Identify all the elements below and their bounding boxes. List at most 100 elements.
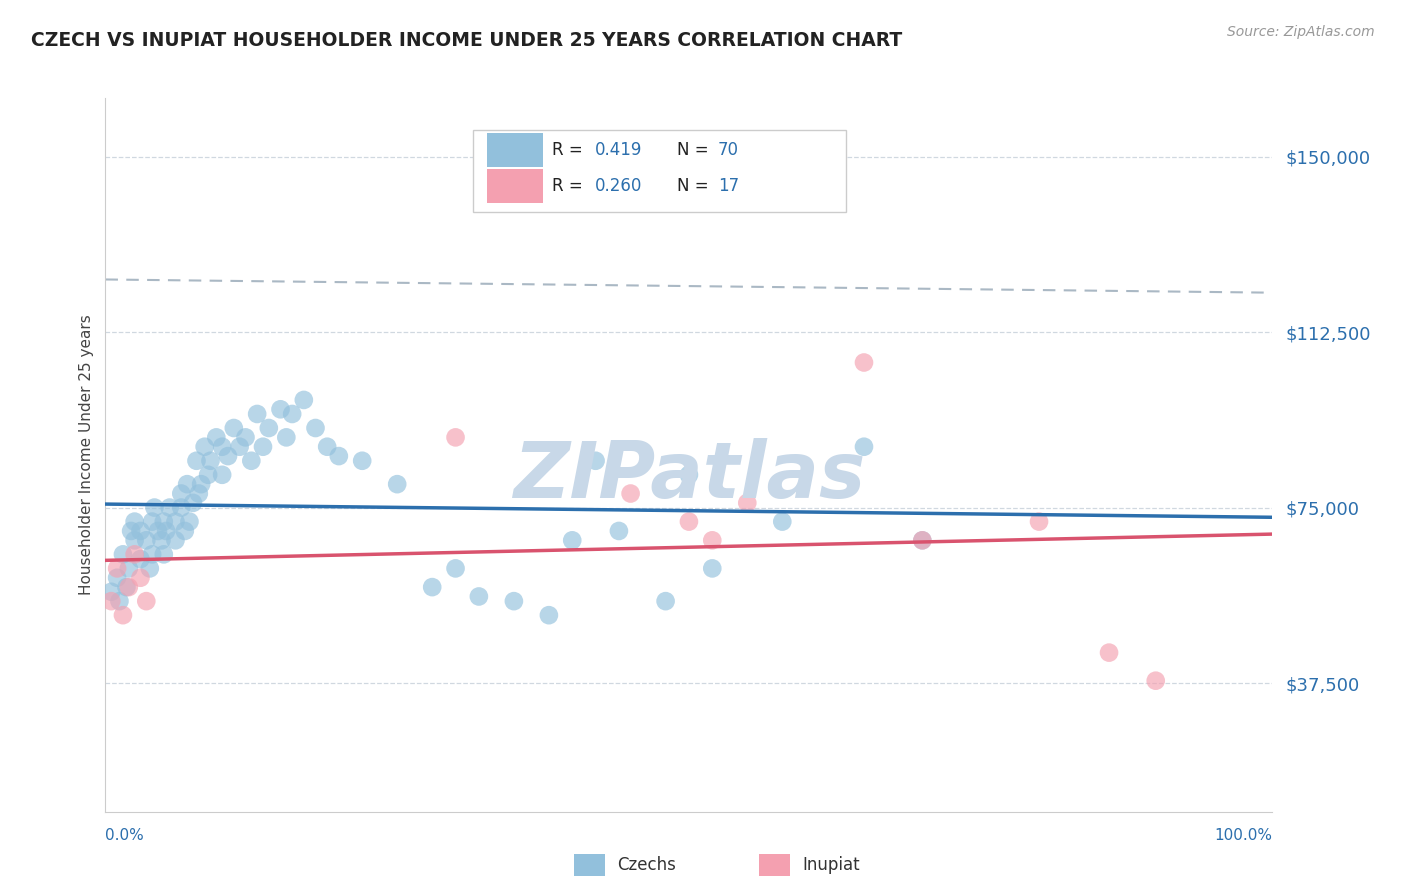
Point [153, 547, 174, 561]
Point [155, 524, 177, 538]
Point [561, 533, 583, 548]
Point [619, 486, 641, 500]
Point [115, 580, 138, 594]
Point [911, 533, 934, 548]
Point [135, 594, 157, 608]
Point [328, 449, 350, 463]
Point [194, 440, 217, 454]
Y-axis label: Householder Income Under 25 years: Householder Income Under 25 years [79, 315, 94, 595]
Point [217, 449, 239, 463]
Point [852, 355, 875, 369]
Text: N =: N = [678, 141, 714, 159]
Point [197, 467, 219, 482]
Point [770, 515, 793, 529]
Point [269, 402, 292, 417]
Point [129, 552, 152, 566]
Point [118, 580, 141, 594]
Point [190, 477, 212, 491]
Point [281, 407, 304, 421]
Point [607, 524, 630, 538]
Point [124, 533, 146, 548]
Point [111, 547, 134, 561]
Point [420, 580, 443, 594]
Text: CZECH VS INUPIAT HOUSEHOLDER INCOME UNDER 25 YEARS CORRELATION CHART: CZECH VS INUPIAT HOUSEHOLDER INCOME UNDE… [31, 31, 903, 50]
Point [100, 584, 122, 599]
Text: Czechs: Czechs [617, 856, 676, 874]
Point [159, 500, 181, 515]
Point [702, 561, 724, 575]
Point [585, 454, 607, 468]
Point [165, 515, 187, 529]
Point [129, 571, 152, 585]
Text: R =: R = [553, 177, 588, 194]
Point [179, 515, 201, 529]
Point [292, 392, 315, 407]
Point [170, 486, 193, 500]
Point [222, 421, 245, 435]
Point [678, 467, 700, 482]
Point [173, 524, 195, 538]
Point [468, 590, 491, 604]
Point [737, 496, 759, 510]
Text: 100.0%: 100.0% [1215, 828, 1272, 843]
Point [187, 486, 209, 500]
Text: N =: N = [678, 177, 714, 194]
Point [502, 594, 524, 608]
Point [385, 477, 408, 491]
Point [1144, 673, 1167, 688]
Point [246, 407, 269, 421]
FancyBboxPatch shape [472, 130, 846, 212]
Bar [486, 133, 543, 168]
Point [105, 571, 128, 585]
Text: 0.260: 0.260 [595, 177, 641, 194]
Point [702, 533, 724, 548]
Point [211, 467, 233, 482]
Point [304, 421, 326, 435]
Point [105, 561, 128, 575]
Point [200, 454, 222, 468]
Point [444, 561, 467, 575]
Text: 0.0%: 0.0% [105, 828, 145, 843]
Point [240, 454, 263, 468]
Point [165, 533, 187, 548]
Point [181, 496, 204, 510]
Point [129, 524, 152, 538]
Point [176, 477, 198, 491]
Point [141, 547, 163, 561]
Point [100, 594, 122, 608]
Point [316, 440, 339, 454]
Text: 0.419: 0.419 [595, 141, 641, 159]
Point [146, 524, 169, 538]
Point [352, 454, 374, 468]
Point [276, 430, 298, 444]
Point [153, 515, 174, 529]
Text: Inupiat: Inupiat [801, 856, 859, 874]
Text: ZIPatlas: ZIPatlas [513, 438, 865, 515]
Point [537, 608, 560, 623]
Text: Source: ZipAtlas.com: Source: ZipAtlas.com [1227, 25, 1375, 39]
Point [211, 440, 233, 454]
Point [124, 547, 146, 561]
Point [118, 561, 141, 575]
Point [108, 594, 131, 608]
Point [139, 561, 162, 575]
Bar [574, 855, 605, 876]
Point [143, 500, 166, 515]
Bar [486, 169, 543, 203]
Point [678, 515, 700, 529]
Point [124, 515, 146, 529]
Point [252, 440, 274, 454]
Text: R =: R = [553, 141, 588, 159]
Text: 17: 17 [718, 177, 740, 194]
Point [170, 500, 193, 515]
Point [1098, 646, 1121, 660]
Point [186, 454, 208, 468]
Point [654, 594, 676, 608]
Point [141, 515, 163, 529]
Point [852, 440, 875, 454]
Point [235, 430, 257, 444]
Point [257, 421, 280, 435]
Bar [759, 855, 790, 876]
Point [120, 524, 142, 538]
Point [150, 533, 173, 548]
